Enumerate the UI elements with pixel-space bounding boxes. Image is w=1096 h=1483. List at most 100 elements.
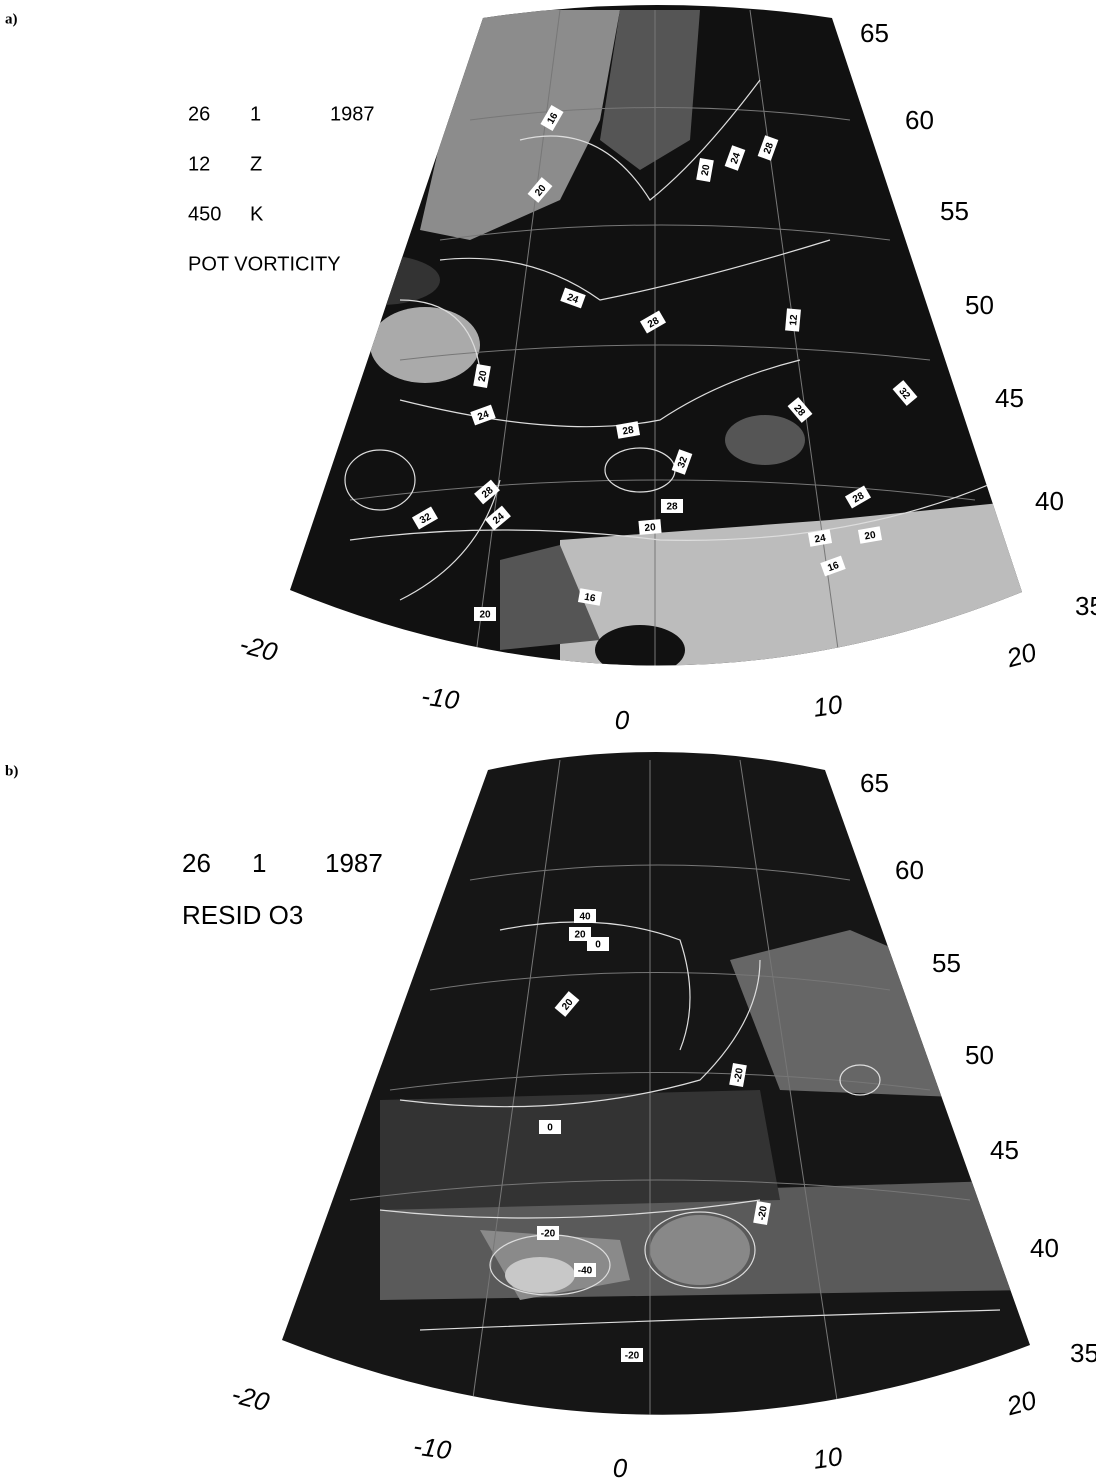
contour-label-text: -40 [578, 1266, 593, 1277]
annotation: POT VORTICITY [188, 253, 341, 275]
contour-label-text: 28 [851, 490, 867, 505]
contour-label: -20 [537, 1226, 559, 1240]
contour-label-text: 32 [676, 455, 690, 470]
contour-label-text: 24 [814, 533, 827, 546]
latitude-label: 60 [895, 855, 924, 885]
contour-label-box [539, 1120, 561, 1134]
annotation: 1 [250, 103, 261, 125]
contour-label-text: 40 [579, 912, 591, 923]
contour-label-text: -20 [541, 1229, 556, 1240]
contour-label: 0 [539, 1120, 561, 1134]
contour-label-text: 20 [574, 930, 586, 941]
contour-label: 16 [577, 588, 603, 606]
longitude-label: -10 [412, 1430, 454, 1465]
contour-label-box [537, 1226, 559, 1240]
contour-label: 24 [470, 404, 496, 426]
contour-label-box [892, 380, 918, 406]
contour-label: 28 [474, 479, 500, 505]
contour-label-box [639, 310, 667, 334]
latitude-label: 50 [965, 290, 994, 320]
contour-label-box [473, 363, 491, 389]
latitude-label: 35 [1070, 1338, 1096, 1368]
contour-label-text: 20 [479, 610, 491, 621]
contour-label: 20 [696, 157, 714, 183]
contour-label-text: 16 [583, 592, 596, 605]
longitude-label: 10 [811, 689, 844, 723]
contour-label-box [569, 927, 591, 941]
contour-label: 28 [639, 310, 667, 334]
contour-label: -20 [753, 1200, 771, 1226]
contour-label: 28 [787, 397, 813, 423]
longitude-label: 20 [1003, 637, 1040, 674]
contour-label-box [807, 529, 833, 547]
contour-label-text: 28 [646, 315, 662, 330]
contour-label-box [615, 421, 641, 439]
latitude-label: 40 [1030, 1233, 1059, 1263]
latitude-label: 40 [1035, 486, 1064, 516]
contour-label-text: -20 [625, 1351, 640, 1362]
annotation: 26 [182, 848, 211, 878]
longitude-label: -20 [229, 1379, 274, 1418]
annotation: 12 [188, 153, 210, 175]
latitude-label: 45 [995, 383, 1024, 413]
contour-label: -20 [729, 1062, 747, 1088]
contour-label: 24 [560, 287, 586, 309]
contour-label-box [474, 607, 496, 621]
contour-label-box [474, 479, 500, 505]
annotation: RESID O3 [182, 900, 303, 930]
contour-label-box [411, 506, 439, 530]
panel-label: b) [5, 763, 18, 779]
contour-label: 20 [527, 177, 553, 203]
panel-label: a) [5, 11, 18, 27]
contour-label-text: 20 [644, 522, 656, 534]
contour-label: 32 [411, 506, 439, 530]
contour-label-box [560, 287, 586, 309]
contour-label-box [661, 499, 683, 513]
contour-label-box [554, 991, 580, 1017]
contour-label-box [696, 157, 714, 183]
contour-label-text: 16 [545, 111, 560, 127]
latitude-label: 65 [860, 768, 889, 798]
contour-label-text: 20 [477, 369, 490, 382]
contour-label: 28 [615, 421, 641, 439]
contour-label-text: 0 [547, 1123, 553, 1134]
contour-label: 24 [485, 505, 511, 531]
latitude-label: 65 [860, 18, 889, 48]
contour-label: -20 [621, 1348, 643, 1362]
contour-label: 40 [574, 909, 596, 923]
contour-label: 20 [857, 526, 883, 544]
contour-label-text: 24 [729, 151, 743, 166]
contour-label-box [844, 485, 872, 509]
contour-label-text: 20 [700, 163, 713, 176]
contour-label-text: 32 [418, 511, 434, 526]
contour-label: 20 [474, 607, 496, 621]
contour-label: 20 [638, 519, 662, 535]
latitude-label: 55 [932, 948, 961, 978]
contour-label-text: 24 [476, 409, 491, 423]
longitude-label: -10 [420, 680, 462, 715]
longitude-label: 0 [615, 705, 630, 735]
contour-label: -40 [574, 1263, 596, 1277]
contour-label: 0 [587, 937, 609, 951]
annotation: 26 [188, 103, 210, 125]
contour-label: 28 [661, 499, 683, 513]
contour-label-text: 0 [595, 940, 601, 951]
annotation: K [250, 203, 264, 225]
contour-label-box [574, 1263, 596, 1277]
longitude-label: -20 [237, 629, 282, 668]
contour-label-box [485, 505, 511, 531]
latitude-label: 45 [990, 1135, 1019, 1165]
latitude-label: 60 [905, 105, 934, 135]
contour-label: 32 [671, 449, 693, 475]
contour-label-box [785, 308, 801, 332]
contour-label-box [527, 177, 553, 203]
annotation: 1987 [330, 103, 375, 125]
contour-label-box [587, 937, 609, 951]
contour-label-text: 28 [666, 502, 678, 513]
contour-label: 16 [540, 104, 564, 132]
contour-label-box [820, 555, 846, 577]
annotation: 1 [252, 848, 266, 878]
contour-label: 28 [757, 135, 779, 161]
